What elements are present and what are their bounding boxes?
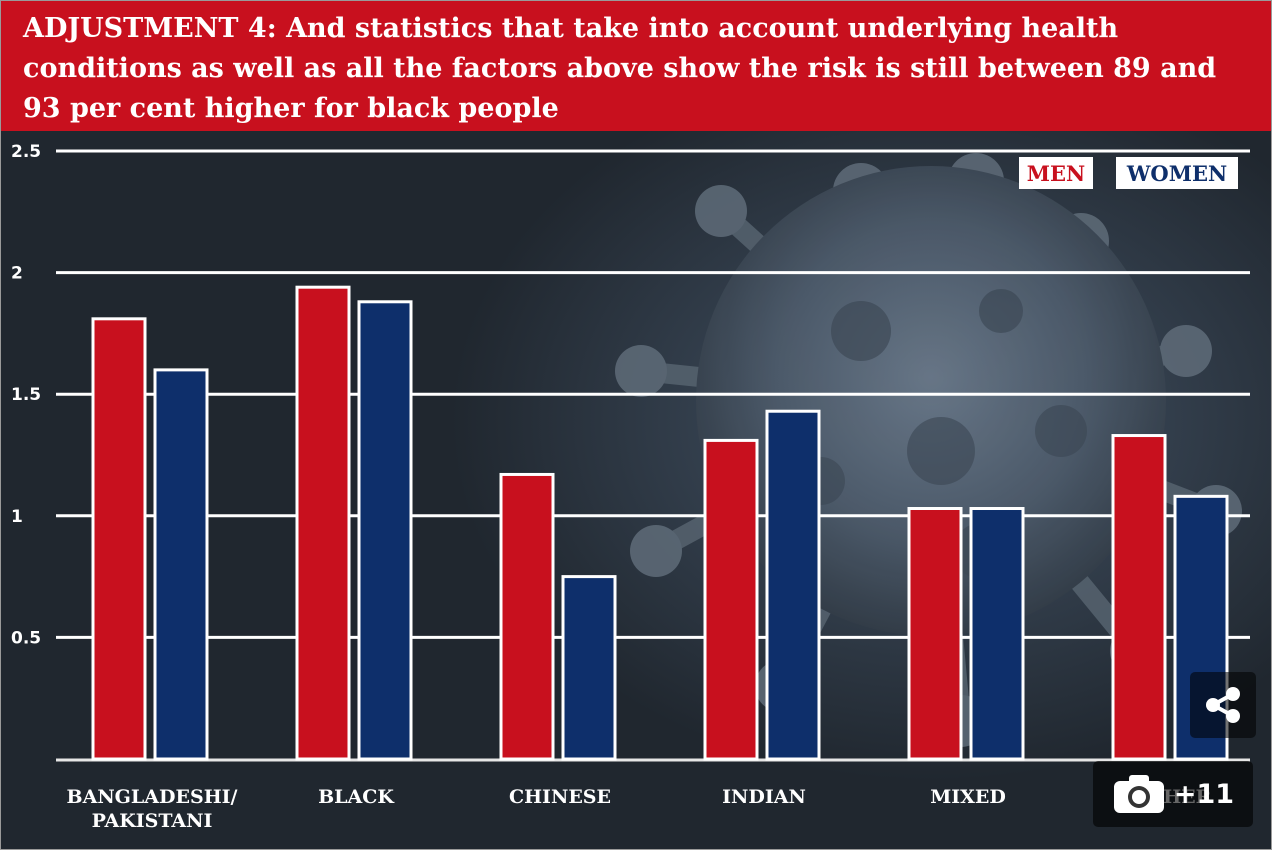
legend-men-label: MEN [1027,161,1085,186]
y-tick-label: 2 [11,264,23,284]
bar-men-2 [499,472,555,761]
gallery-count: +11 [1173,778,1235,810]
share-button[interactable] [1190,672,1256,738]
legend-men-swatch [1019,157,1093,189]
bar-men-3 [703,438,759,761]
bar-women-4 [969,507,1025,761]
gallery-button[interactable]: +11 [1093,761,1253,827]
gridlines: 2.5 2 1.5 1 0.5 [11,142,1250,762]
share-icon [1206,687,1240,723]
category-label: CHINESE [509,786,611,808]
chart-title: ADJUSTMENT 4: And statistics that take i… [23,13,1217,124]
y-tick-label: 2.5 [11,142,41,162]
bar-women-2 [561,575,617,761]
camera-icon [1113,775,1164,813]
legend: MEN WOMEN [1019,157,1238,189]
bar-women-0 [153,368,209,761]
y-tick-label: 1 [11,507,23,527]
bar-chart: 2.5 2 1.5 1 0.5 BANGLADESHI/PAKISTANI BLACK CH… [11,142,1250,832]
title-bar: ADJUSTMENT 4: And statistics that take i… [1,1,1271,131]
bar-men-4 [907,507,963,761]
y-tick-label: 0.5 [11,628,41,648]
legend-women-swatch [1116,157,1238,189]
category-label: MIXED [930,786,1006,808]
bar-women-3 [765,409,821,761]
bar-men-5 [1111,434,1167,761]
bar-men-1 [295,285,351,761]
category-label: BLACK [318,786,395,808]
category-labels: BANGLADESHI/PAKISTANI BLACK CHINESE INDIAN M… [67,786,1212,832]
bar-women-1 [357,300,413,761]
bar-men-0 [91,317,147,761]
legend-women-label: WOMEN [1126,161,1227,186]
category-label: BANGLADESHI/PAKISTANI [67,786,238,832]
category-label: INDIAN [722,786,806,808]
y-tick-label: 1.5 [11,385,41,405]
